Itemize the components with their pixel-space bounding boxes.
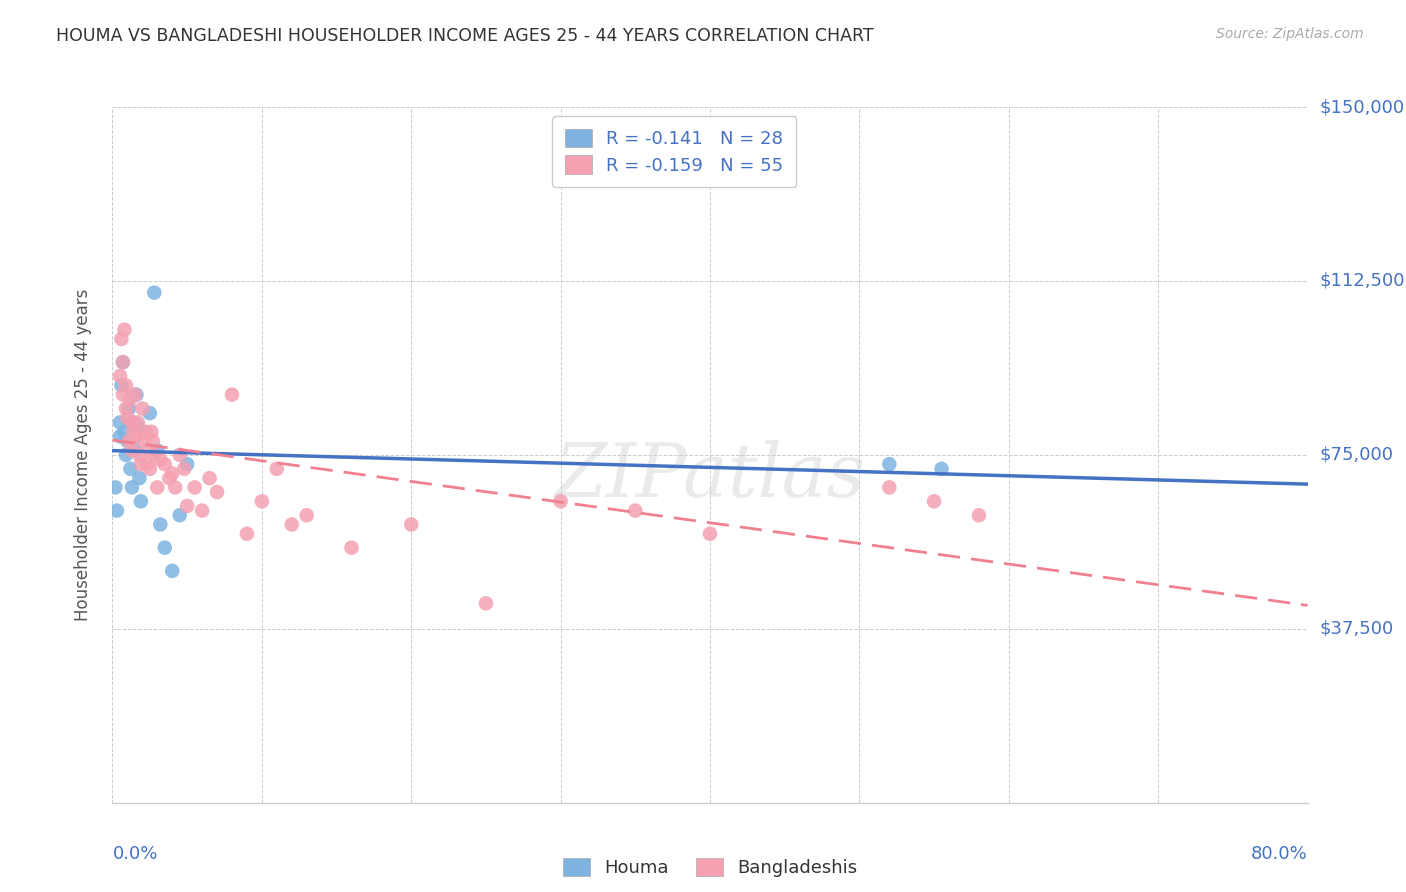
Point bbox=[105, 503, 128, 517]
Point bbox=[120, 392, 142, 407]
Point bbox=[127, 416, 149, 430]
Point bbox=[121, 416, 143, 430]
Point bbox=[624, 503, 647, 517]
Text: $75,000: $75,000 bbox=[1319, 446, 1393, 464]
Point bbox=[877, 480, 901, 494]
Point bbox=[250, 494, 273, 508]
Point bbox=[475, 596, 498, 610]
Point bbox=[149, 517, 172, 532]
Point bbox=[134, 425, 156, 439]
Point bbox=[146, 443, 169, 458]
Point bbox=[169, 508, 191, 523]
Point bbox=[149, 452, 172, 467]
Point bbox=[931, 462, 953, 476]
Point bbox=[131, 401, 153, 416]
Point bbox=[110, 378, 132, 392]
Point bbox=[281, 517, 304, 532]
Point bbox=[169, 448, 191, 462]
Point bbox=[117, 410, 139, 425]
Point bbox=[128, 448, 150, 462]
Point bbox=[176, 457, 198, 471]
Point bbox=[114, 425, 135, 439]
Point bbox=[340, 541, 363, 555]
Text: $112,500: $112,500 bbox=[1319, 272, 1405, 290]
Point bbox=[183, 480, 205, 494]
Point bbox=[142, 434, 165, 448]
Point bbox=[128, 471, 150, 485]
Point bbox=[146, 480, 169, 494]
Point bbox=[143, 285, 166, 300]
Point bbox=[117, 434, 139, 448]
Point bbox=[550, 494, 572, 508]
Point bbox=[165, 480, 187, 494]
Point bbox=[104, 480, 127, 494]
Text: $150,000: $150,000 bbox=[1319, 98, 1405, 116]
Point bbox=[139, 462, 162, 476]
Point bbox=[127, 420, 149, 434]
Point bbox=[162, 564, 183, 578]
Point bbox=[108, 429, 131, 443]
Point bbox=[121, 443, 143, 458]
Point bbox=[118, 401, 141, 416]
Point bbox=[198, 471, 221, 485]
Point bbox=[118, 434, 141, 448]
Point bbox=[153, 541, 176, 555]
Point bbox=[122, 425, 145, 439]
Point bbox=[108, 416, 131, 430]
Point bbox=[401, 517, 423, 532]
Point bbox=[120, 462, 142, 476]
Point bbox=[236, 526, 259, 541]
Text: ZIPatlas: ZIPatlas bbox=[554, 440, 866, 512]
Point bbox=[124, 443, 146, 458]
Text: Source: ZipAtlas.com: Source: ZipAtlas.com bbox=[1216, 27, 1364, 41]
Point bbox=[877, 457, 901, 471]
Point bbox=[153, 457, 176, 471]
Point bbox=[111, 355, 134, 369]
Point bbox=[266, 462, 288, 476]
Point bbox=[125, 387, 148, 401]
Y-axis label: Householder Income Ages 25 - 44 years: Householder Income Ages 25 - 44 years bbox=[73, 289, 91, 621]
Point bbox=[139, 406, 162, 420]
Point bbox=[108, 369, 131, 384]
Point bbox=[221, 387, 243, 401]
Point bbox=[121, 480, 143, 494]
Point bbox=[205, 485, 228, 500]
Point bbox=[115, 378, 138, 392]
Point bbox=[129, 457, 152, 471]
Point bbox=[191, 503, 214, 517]
Point bbox=[122, 416, 145, 430]
Point bbox=[162, 467, 183, 481]
Point bbox=[143, 448, 166, 462]
Point bbox=[135, 457, 157, 471]
Point bbox=[699, 526, 721, 541]
Point bbox=[922, 494, 945, 508]
Point bbox=[129, 494, 152, 508]
Point bbox=[295, 508, 318, 523]
Point bbox=[967, 508, 990, 523]
Point bbox=[124, 387, 146, 401]
Point bbox=[125, 429, 148, 443]
Point bbox=[115, 401, 138, 416]
Text: 0.0%: 0.0% bbox=[112, 845, 157, 863]
Legend: Houma, Bangladeshis: Houma, Bangladeshis bbox=[555, 850, 865, 884]
Point bbox=[173, 462, 195, 476]
Point bbox=[111, 355, 134, 369]
Text: $37,500: $37,500 bbox=[1319, 620, 1393, 638]
Point bbox=[141, 425, 163, 439]
Point bbox=[115, 448, 138, 462]
Point bbox=[138, 443, 160, 458]
Text: 80.0%: 80.0% bbox=[1251, 845, 1308, 863]
Point bbox=[111, 387, 134, 401]
Point bbox=[132, 434, 155, 448]
Point bbox=[157, 471, 180, 485]
Point bbox=[176, 499, 198, 513]
Text: HOUMA VS BANGLADESHI HOUSEHOLDER INCOME AGES 25 - 44 YEARS CORRELATION CHART: HOUMA VS BANGLADESHI HOUSEHOLDER INCOME … bbox=[56, 27, 875, 45]
Point bbox=[114, 323, 135, 337]
Point bbox=[110, 332, 132, 346]
